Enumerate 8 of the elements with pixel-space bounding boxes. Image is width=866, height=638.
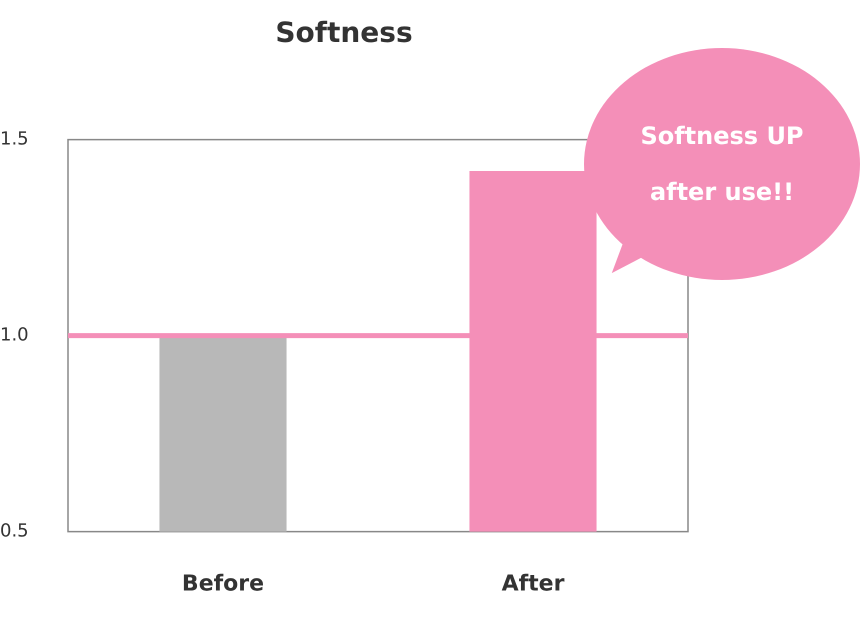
y-tick-label: 1.0 (0, 324, 29, 346)
annotation: Softness UP after use!! (639, 121, 805, 208)
y-tick-label: 1.5 (0, 128, 29, 150)
speech-bubble: Softness UP after use!! (584, 48, 860, 282)
x-tick-label: Before (182, 572, 264, 597)
x-tick-label: After (502, 572, 565, 597)
chart-title: Softness (275, 16, 413, 50)
y-tick-label: 0.5 (0, 520, 29, 542)
